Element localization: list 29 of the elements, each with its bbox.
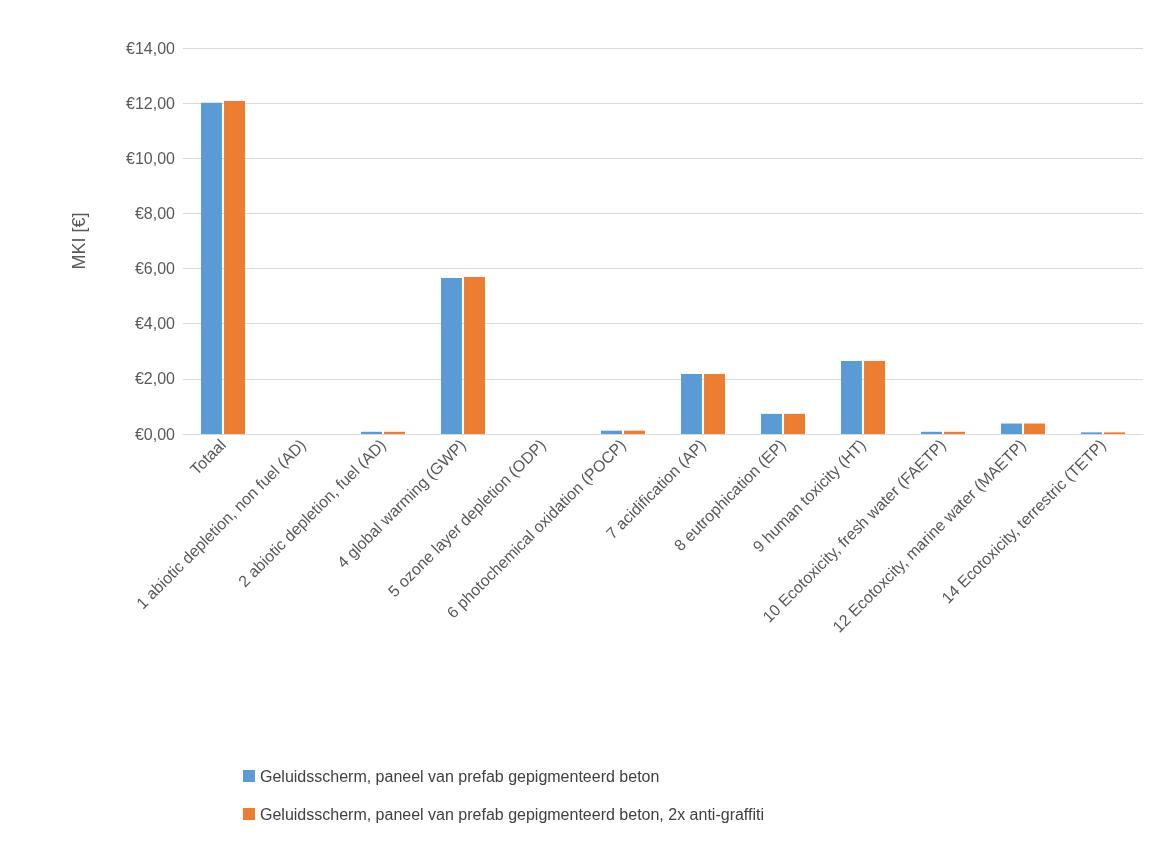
bar bbox=[944, 431, 965, 434]
bar bbox=[761, 413, 782, 434]
bar bbox=[841, 360, 862, 434]
bar bbox=[441, 277, 462, 434]
bar bbox=[1024, 423, 1045, 434]
bar bbox=[224, 100, 245, 434]
bar bbox=[921, 431, 942, 434]
y-tick-label: €6,00 bbox=[134, 260, 176, 278]
bar bbox=[201, 102, 222, 434]
bar bbox=[681, 373, 702, 434]
y-tick-label: €2,00 bbox=[134, 370, 176, 388]
bar bbox=[464, 277, 485, 434]
bar bbox=[784, 413, 805, 434]
bar bbox=[1001, 423, 1022, 434]
legend-label: Geluidsscherm, paneel van prefab gepigmenteerd beton, 2x anti-graffiti bbox=[260, 805, 765, 823]
y-tick-label: €8,00 bbox=[134, 204, 176, 222]
legend-label: Geluidsscherm, paneel van prefab gepigmenteerd beton bbox=[260, 767, 660, 785]
bar bbox=[704, 373, 725, 434]
y-tick-label: €4,00 bbox=[134, 315, 176, 333]
bar bbox=[864, 360, 885, 434]
bar bbox=[384, 431, 405, 434]
y-axis-title: MKI [€] bbox=[69, 212, 89, 270]
bar bbox=[361, 431, 382, 434]
y-tick-label: €10,00 bbox=[126, 149, 176, 167]
bar bbox=[624, 430, 645, 434]
y-tick-label: €12,00 bbox=[126, 94, 176, 112]
bar bbox=[601, 430, 622, 434]
y-tick-label: €0,00 bbox=[134, 425, 176, 443]
y-tick-label: €14,00 bbox=[126, 39, 176, 57]
